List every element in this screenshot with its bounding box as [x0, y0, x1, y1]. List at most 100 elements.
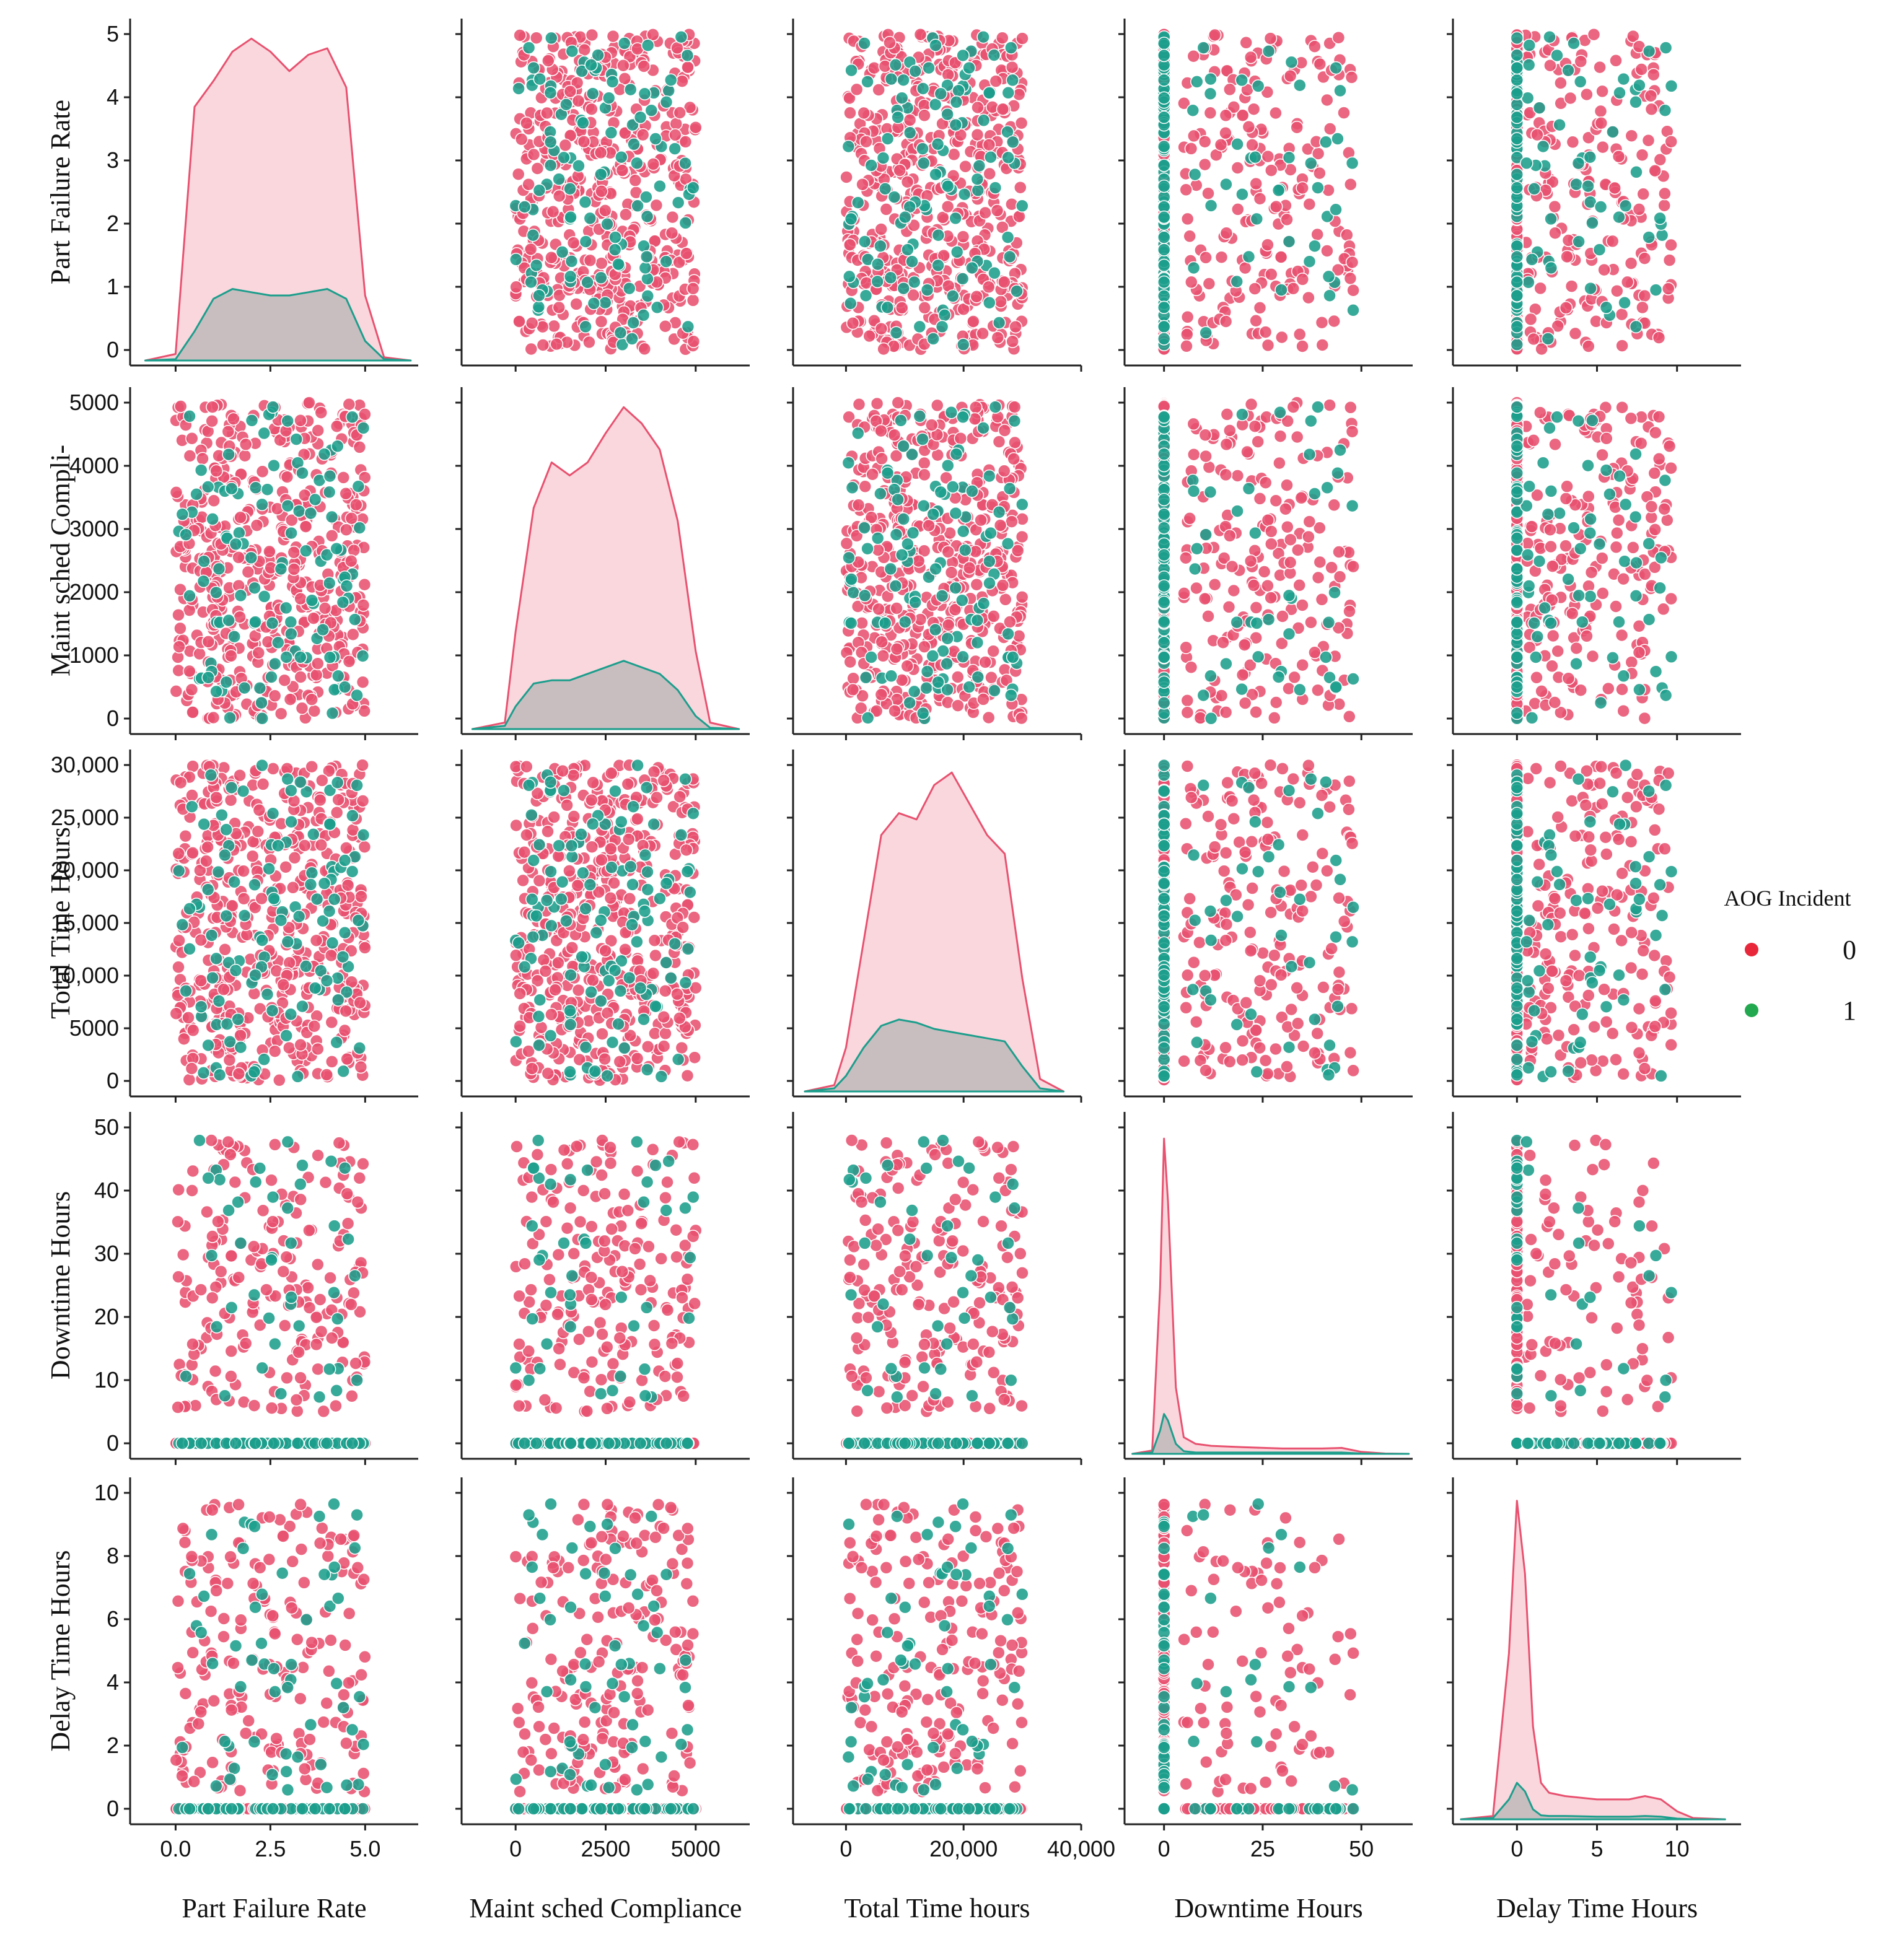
scatter-point-class-0 — [294, 671, 307, 683]
scatter-point-class-1 — [1523, 480, 1535, 492]
scatter-point-class-1 — [357, 650, 369, 662]
scatter-point-class-0 — [1665, 239, 1677, 251]
scatter-point-class-0 — [170, 486, 183, 499]
scatter-point-class-1 — [1309, 240, 1321, 252]
scatter-point-class-1 — [1002, 231, 1014, 243]
scatter-point-class-0 — [875, 688, 887, 701]
scatter-point-class-0 — [987, 645, 999, 657]
scatter-point-class-0 — [312, 657, 324, 670]
scatter-point-class-1 — [1158, 508, 1170, 520]
scatter-point-class-1 — [1551, 50, 1563, 62]
scatter-point-class-1 — [1236, 408, 1248, 421]
scatter-point-class-1 — [1584, 151, 1596, 164]
scatter-point-class-1 — [1545, 212, 1557, 225]
scatter-point-class-1 — [641, 290, 654, 302]
scatter-point-class-0 — [1636, 301, 1649, 313]
scatter-point-class-0 — [1302, 292, 1315, 304]
scatter-point-class-1 — [1002, 538, 1014, 550]
scatter-point-class-0 — [1217, 636, 1229, 649]
scatter-point-class-1 — [228, 631, 240, 643]
y-tick-label: 25,000 — [51, 805, 119, 830]
scatter-point-class-0 — [1338, 107, 1350, 119]
scatter-point-class-0 — [918, 109, 931, 121]
scatter-point-class-0 — [595, 315, 608, 328]
scatter-point-class-1 — [609, 243, 621, 256]
scatter-point-class-0 — [1527, 434, 1540, 447]
y-tick-label: 2 — [107, 211, 119, 236]
scatter-point-class-0 — [1347, 284, 1359, 297]
scatter-point-class-1 — [913, 410, 926, 422]
scatter-point-class-0 — [595, 257, 608, 269]
scatter-point-class-1 — [246, 414, 258, 427]
scatter-point-class-0 — [871, 398, 884, 410]
scatter-point-class-0 — [1296, 599, 1309, 611]
scatter-point-class-0 — [1187, 418, 1200, 430]
scatter-point-class-0 — [863, 330, 875, 343]
scatter-point-class-1 — [842, 457, 854, 469]
scatter-point-class-1 — [932, 259, 944, 271]
scatter-point-class-0 — [1662, 282, 1675, 295]
scatter-point-class-0 — [1273, 457, 1286, 470]
scatter-point-class-0 — [918, 468, 931, 481]
scatter-point-class-0 — [1551, 645, 1564, 657]
scatter-point-class-0 — [284, 693, 297, 706]
scatter-point-class-1 — [1633, 79, 1646, 92]
scatter-point-class-1 — [1643, 538, 1655, 550]
scatter-point-class-1 — [1618, 297, 1631, 309]
scatter-point-class-0 — [1181, 706, 1193, 719]
scatter-point-class-0 — [1265, 592, 1277, 604]
scatter-point-class-1 — [332, 670, 344, 682]
scatter-point-class-1 — [1330, 681, 1342, 693]
scatter-point-class-1 — [1189, 563, 1201, 575]
scatter-point-class-0 — [1249, 420, 1261, 432]
scatter-point-class-1 — [566, 255, 578, 268]
scatter-point-class-1 — [1595, 697, 1607, 709]
scatter-point-class-1 — [888, 191, 900, 203]
scatter-point-class-1 — [641, 273, 654, 285]
scatter-point-class-1 — [949, 212, 962, 224]
scatter-point-class-1 — [1595, 201, 1607, 213]
scatter-point-class-1 — [1191, 76, 1203, 88]
scatter-point-class-1 — [942, 460, 954, 472]
scatter-point-class-0 — [875, 636, 888, 648]
scatter-point-class-0 — [1248, 282, 1261, 295]
scatter-point-class-1 — [1511, 707, 1523, 719]
scatter-point-class-1 — [544, 87, 556, 99]
scatter-point-class-0 — [1246, 139, 1258, 151]
scatter-point-class-0 — [1226, 561, 1239, 573]
scatter-point-class-1 — [266, 617, 279, 629]
scatter-point-class-0 — [918, 302, 931, 314]
scatter-point-class-0 — [1530, 671, 1543, 684]
scatter-point-class-1 — [890, 580, 902, 592]
scatter-point-class-0 — [1587, 650, 1599, 663]
scatter-point-class-0 — [310, 669, 323, 681]
scatter-point-class-0 — [1555, 77, 1567, 89]
scatter-point-class-1 — [300, 544, 312, 557]
scatter-point-class-1 — [327, 707, 339, 719]
scatter-point-class-1 — [660, 96, 673, 108]
scatter-point-class-0 — [1321, 245, 1333, 257]
scatter-point-class-0 — [1004, 616, 1016, 628]
scatter-point-class-1 — [226, 483, 238, 495]
scatter-point-class-1 — [1252, 650, 1265, 663]
scatter-point-class-0 — [1245, 398, 1258, 411]
scatter-point-class-1 — [1347, 304, 1359, 317]
scatter-point-class-1 — [909, 596, 921, 608]
scatter-point-class-0 — [999, 593, 1012, 606]
scatter-point-class-1 — [1570, 658, 1582, 670]
scatter-point-class-0 — [1258, 566, 1271, 578]
scatter-point-class-0 — [545, 251, 558, 264]
scatter-point-class-0 — [991, 204, 1004, 217]
scatter-point-class-0 — [1658, 199, 1670, 212]
scatter-point-class-0 — [1248, 103, 1260, 115]
scatter-point-class-1 — [305, 594, 318, 606]
scatter-point-class-1 — [890, 528, 903, 541]
scatter-point-class-0 — [1009, 401, 1021, 413]
scatter-point-class-0 — [972, 129, 984, 141]
scatter-point-class-1 — [885, 670, 897, 682]
scatter-point-class-1 — [639, 87, 651, 100]
scatter-point-class-0 — [1185, 661, 1198, 673]
scatter-point-class-0 — [1343, 605, 1356, 618]
scatter-point-class-1 — [934, 87, 947, 100]
